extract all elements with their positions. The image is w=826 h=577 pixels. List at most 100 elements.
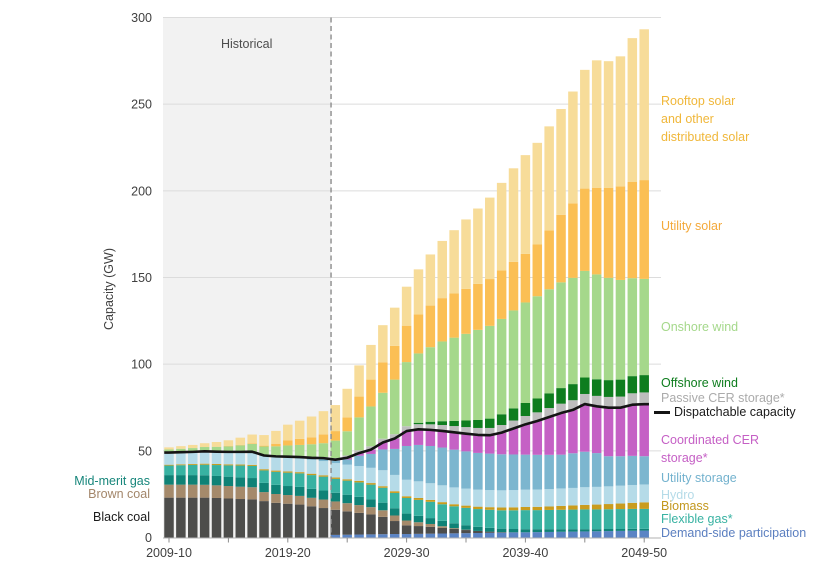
bar-hydro [556, 488, 566, 506]
bar-rooftop-solar [544, 126, 554, 231]
bar-black-coal [413, 526, 424, 534]
historical-label: Historical [221, 37, 273, 51]
bar-passive-cer-storage [556, 403, 566, 414]
bar-passive-cer-storage [485, 427, 495, 436]
bar-demand-side-participation [449, 533, 459, 538]
bar-biomass [330, 477, 341, 479]
bar-passive-cer-storage [473, 427, 483, 435]
bar-black-coal [318, 508, 329, 538]
bar-rooftop-solar [176, 446, 186, 449]
bar-black-coal [283, 503, 293, 538]
bar-onshore-wind [223, 446, 234, 452]
bar-mid-merit-gas [413, 515, 424, 523]
legend-dispatchable-text: Dispatchable capacity [674, 405, 796, 419]
bar-hydro [473, 489, 483, 507]
legend-rooftop-line3: distributed solar [661, 130, 750, 144]
bar-utility-solar [496, 270, 507, 319]
bar-biomass [306, 473, 317, 476]
bar-demand-side-participation [461, 533, 471, 538]
bar-mid-merit-gas [449, 523, 459, 529]
bar-rooftop-solar [603, 61, 614, 188]
bar-onshore-wind [568, 277, 578, 385]
bar-biomass [259, 469, 269, 471]
bar-passive-cer-storage [413, 424, 424, 430]
bar-flexible-gas [413, 499, 424, 516]
bar-utility-solar [639, 180, 649, 279]
bar-biomass [556, 505, 566, 510]
dispatchable-capacity-line [164, 402, 649, 461]
bar-passive-cer-storage [580, 393, 590, 405]
bar-mid-merit-gas [401, 513, 412, 521]
bar-utility-solar [271, 443, 281, 447]
bar-demand-side-participation [330, 534, 341, 538]
bar-biomass [389, 491, 400, 493]
bar-flexible-gas [591, 509, 602, 530]
bar-offshore-wind [485, 418, 495, 428]
bar-rooftop-solar [568, 91, 578, 204]
bar-flexible-gas [342, 480, 352, 495]
bar-biomass [544, 506, 554, 510]
bar-utility-storage [473, 452, 483, 490]
bar-brown-coal [235, 486, 246, 500]
bar-passive-cer-storage [520, 415, 531, 425]
bar-rooftop-solar [164, 447, 174, 450]
bar-utility-storage [330, 460, 341, 464]
bar-flexible-gas [235, 465, 246, 478]
bar-utility-solar [615, 186, 626, 280]
bar-utility-solar [330, 431, 341, 441]
bar-hydro [603, 486, 614, 505]
bar-coordinated-cer-storage [615, 407, 626, 457]
bar-utility-storage [378, 449, 388, 471]
bar-demand-side-participation [496, 532, 507, 538]
legend-flexible-gas: Flexible gas* [661, 512, 733, 526]
bar-brown-coal [318, 499, 329, 509]
bar-mid-merit-gas [473, 526, 483, 531]
bar-utility-storage [354, 455, 364, 467]
bar-coordinated-cer-storage [603, 407, 614, 457]
bar-flexible-gas [485, 509, 495, 528]
bar-flexible-gas [639, 508, 649, 529]
bar-coordinated-cer-storage [401, 431, 412, 446]
bar-utility-solar [413, 314, 424, 354]
bar-biomass [496, 507, 507, 511]
bar-black-coal [294, 504, 305, 538]
bar-passive-cer-storage [389, 434, 400, 439]
bar-hydro [496, 490, 507, 508]
bar-utility-storage [389, 448, 400, 475]
bar-coordinated-cer-storage [389, 438, 400, 449]
bar-offshore-wind [568, 384, 578, 401]
bar-black-coal [473, 530, 483, 533]
bar-mid-merit-gas [437, 520, 447, 527]
bar-offshore-wind [591, 379, 602, 396]
bar-brown-coal [378, 510, 388, 517]
bar-demand-side-participation [413, 533, 424, 538]
bar-flexible-gas [473, 509, 483, 527]
bar-onshore-wind [508, 310, 519, 409]
bar-rooftop-solar [366, 344, 376, 380]
bar-utility-storage [425, 445, 436, 484]
bar-rooftop-solar [199, 443, 210, 448]
bar-flexible-gas [520, 510, 531, 530]
bar-rooftop-solar [615, 56, 626, 187]
legend-utility-storage: Utility storage [661, 471, 737, 485]
bar-flexible-gas [211, 465, 222, 476]
bar-hydro [354, 466, 364, 481]
bar-demand-side-participation [366, 534, 376, 538]
bar-demand-side-participation [342, 534, 352, 538]
bar-mid-merit-gas [508, 529, 519, 533]
bar-black-coal [188, 497, 198, 538]
bar-demand-side-participation [603, 531, 614, 538]
bar-rooftop-solar [259, 435, 269, 446]
bar-hydro [580, 487, 590, 505]
bar-coordinated-cer-storage [591, 406, 602, 454]
bar-utility-solar [342, 417, 352, 432]
bar-flexible-gas [318, 476, 329, 491]
bar-utility-storage [496, 454, 507, 491]
bar-hydro [437, 485, 447, 503]
bar-hydro [223, 451, 234, 465]
bar-rooftop-solar [508, 168, 519, 262]
y-axis-title: Capacity (GW) [102, 248, 116, 330]
bar-demand-side-participation [485, 532, 495, 538]
bar-mid-merit-gas [247, 478, 257, 488]
bar-utility-solar [580, 188, 590, 271]
